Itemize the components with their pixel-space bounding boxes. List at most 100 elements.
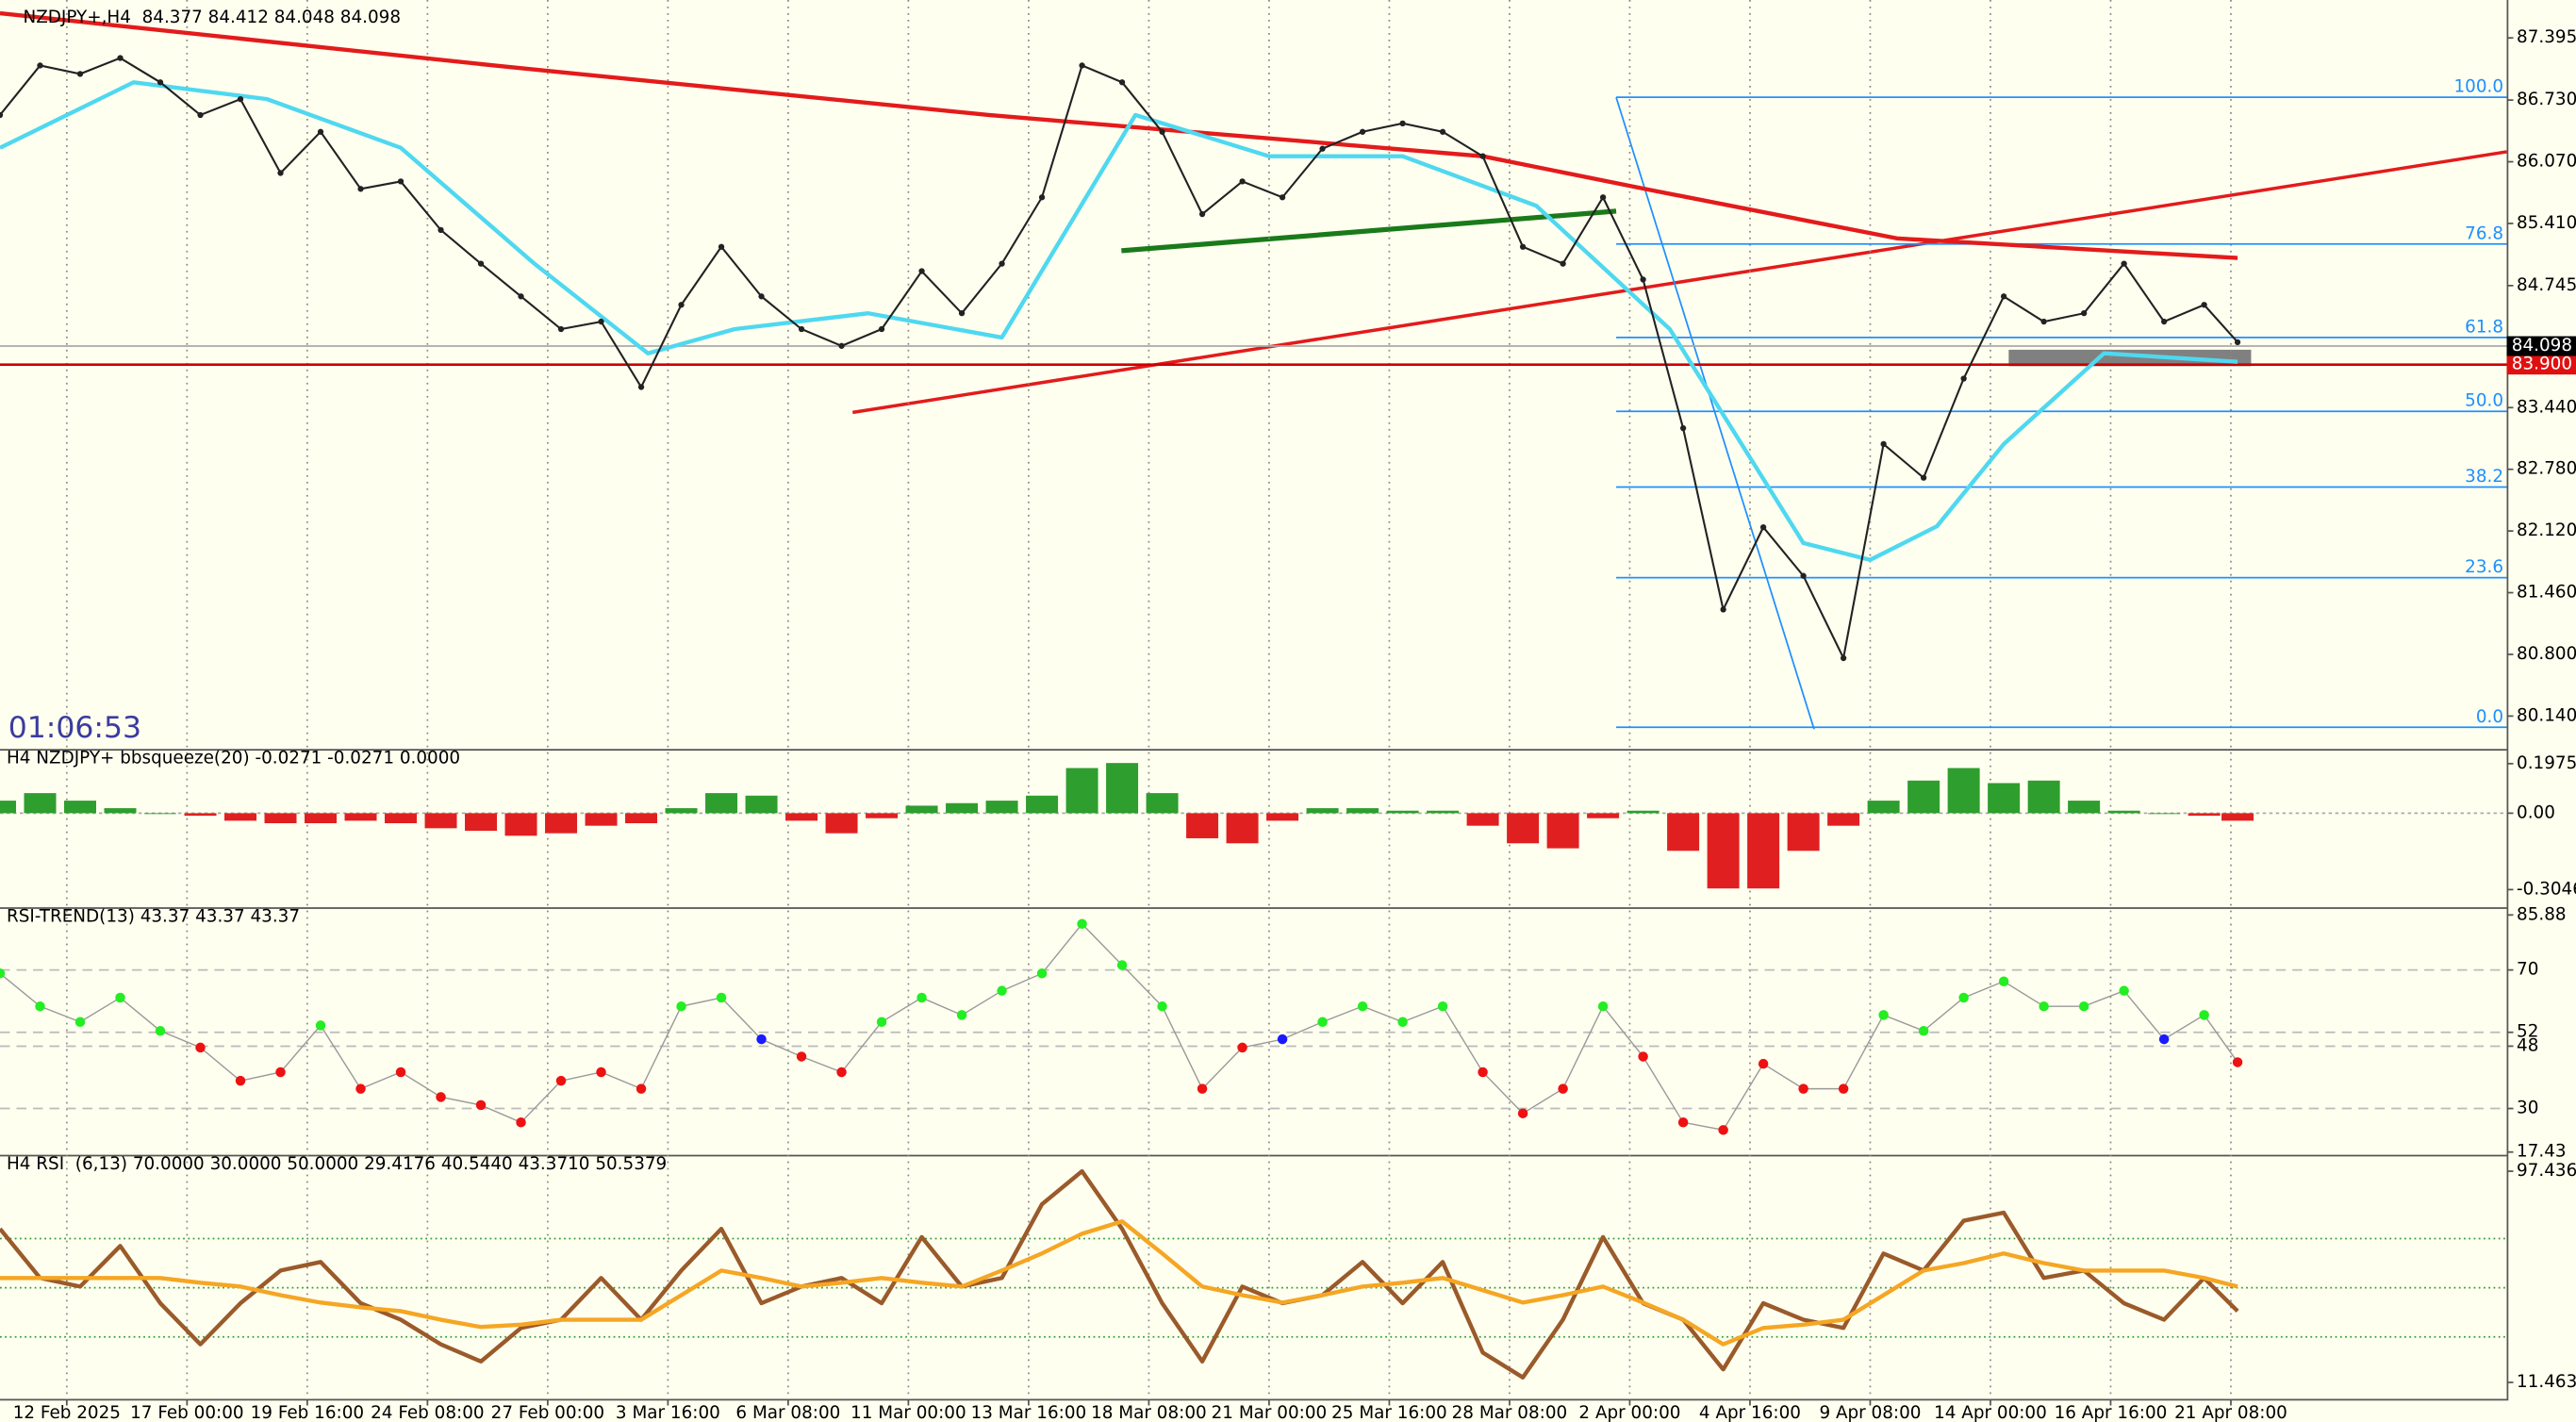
fib-label: 23.6	[2465, 557, 2503, 577]
price-point	[1399, 120, 1406, 127]
price-point	[1800, 572, 1807, 579]
rsi-trend-dot	[355, 1083, 366, 1094]
price-point	[1159, 128, 1165, 135]
price-point	[1198, 210, 1206, 218]
rsi-trend-dot	[555, 1075, 567, 1086]
price-point	[518, 293, 524, 300]
fib-label: 61.8	[2465, 317, 2503, 337]
histogram-bar	[1988, 783, 2021, 814]
price-point	[758, 293, 765, 300]
x-tick-label: 2 Apr 00:00	[1578, 1403, 1680, 1422]
histogram-bar	[1907, 780, 1940, 814]
histogram-bar	[1106, 763, 1139, 814]
histogram-bar	[985, 801, 1018, 814]
histogram-bar	[905, 805, 938, 814]
y-tick-label: 82.780	[2517, 459, 2576, 479]
price-point	[1519, 243, 1527, 250]
price-label: 83.900	[2512, 355, 2572, 374]
histogram-bar	[625, 813, 658, 824]
histogram-bar	[1065, 768, 1098, 814]
histogram-bar	[1146, 793, 1179, 814]
histogram-bar	[545, 813, 578, 834]
price-point	[1239, 178, 1246, 185]
fib-label: 38.2	[2465, 467, 2503, 487]
y-tick-label: 70	[2517, 960, 2538, 980]
histogram-bar	[424, 813, 457, 829]
current-price-box	[2506, 336, 2576, 356]
y-tick-label: 80.140	[2517, 705, 2576, 725]
histogram-bar	[1226, 813, 1259, 844]
rsi-trend-dot	[1838, 1083, 1849, 1094]
histogram-bar	[1587, 813, 1620, 818]
price-point	[237, 95, 244, 103]
price-point	[1079, 62, 1085, 69]
rsi-trend-dot	[636, 1083, 647, 1094]
price-point	[918, 268, 925, 274]
rsi-trend-dot	[1958, 992, 1969, 1003]
fib-label: 0.0	[2476, 707, 2503, 727]
x-tick-label: 6 Mar 08:00	[735, 1403, 840, 1422]
price-point	[1479, 153, 1486, 159]
rsi-trend-dot	[676, 1000, 686, 1012]
price-point	[1118, 79, 1126, 86]
price-point	[0, 111, 4, 119]
price-point	[317, 128, 324, 135]
histogram-bar	[1266, 813, 1299, 821]
fib-label: 50.0	[2465, 391, 2503, 411]
price-point	[438, 226, 444, 234]
y-tick-label: 0.1975	[2517, 753, 2576, 773]
histogram-bar	[1306, 808, 1339, 814]
histogram-bar	[665, 808, 698, 814]
price-point	[557, 325, 565, 333]
histogram-bar	[2188, 813, 2221, 817]
price-point	[1880, 440, 1887, 448]
histogram-bar	[1507, 813, 1540, 844]
y-tick-label: 52	[2517, 1022, 2538, 1042]
price-point	[2040, 318, 2047, 325]
histogram-bar	[1827, 813, 1860, 826]
rsi-trend-dot	[1517, 1108, 1528, 1118]
price-point	[878, 325, 885, 333]
timer: 01:06:53	[8, 711, 141, 745]
rsi-trend-dot	[756, 1033, 767, 1045]
y-tick-label: 83.440	[2517, 397, 2576, 417]
rsi-trend-dot	[1558, 1083, 1568, 1094]
y-tick-label: 85.88	[2517, 904, 2567, 924]
x-tick-label: 28 Mar 08:00	[1452, 1403, 1568, 1422]
y-tick-label: 17.43	[2517, 1142, 2567, 1162]
histogram-bar	[1867, 801, 1900, 814]
price-label-box	[2506, 355, 2576, 375]
histogram-bar	[104, 808, 137, 814]
series-line	[0, 1219, 2238, 1347]
histogram-bar	[1466, 813, 1499, 826]
x-tick-label: 14 Apr 00:00	[1934, 1403, 2047, 1422]
histogram-bar	[2068, 801, 2101, 814]
rsi-trend-dot	[1878, 1010, 1889, 1020]
histogram-bar	[1546, 813, 1579, 849]
trend-line	[851, 150, 2507, 415]
x-tick-label: 18 Mar 08:00	[1091, 1403, 1207, 1422]
histogram-bar	[866, 813, 899, 818]
price-point	[2201, 302, 2207, 308]
price-point	[1679, 424, 1687, 432]
histogram-bar	[24, 793, 57, 814]
rsi-trend-dot	[716, 992, 727, 1003]
price-point	[838, 342, 845, 349]
histogram-bar	[1026, 795, 1059, 814]
price-point	[1359, 128, 1366, 135]
histogram-bar	[1427, 810, 1460, 814]
histogram-bar	[1947, 768, 1980, 814]
histogram-bar	[2107, 810, 2140, 814]
rsi-trend-dot	[1397, 1017, 1408, 1027]
rsi-trend-dot	[956, 1010, 967, 1020]
histogram-bar	[946, 802, 979, 814]
price-point	[1038, 194, 1046, 201]
x-tick-label: 21 Mar 00:00	[1212, 1403, 1328, 1422]
price-point	[1840, 654, 1847, 662]
price-point	[999, 260, 1005, 267]
price-point	[2121, 260, 2127, 267]
drawings	[851, 96, 2507, 730]
price-point	[1640, 276, 1646, 283]
